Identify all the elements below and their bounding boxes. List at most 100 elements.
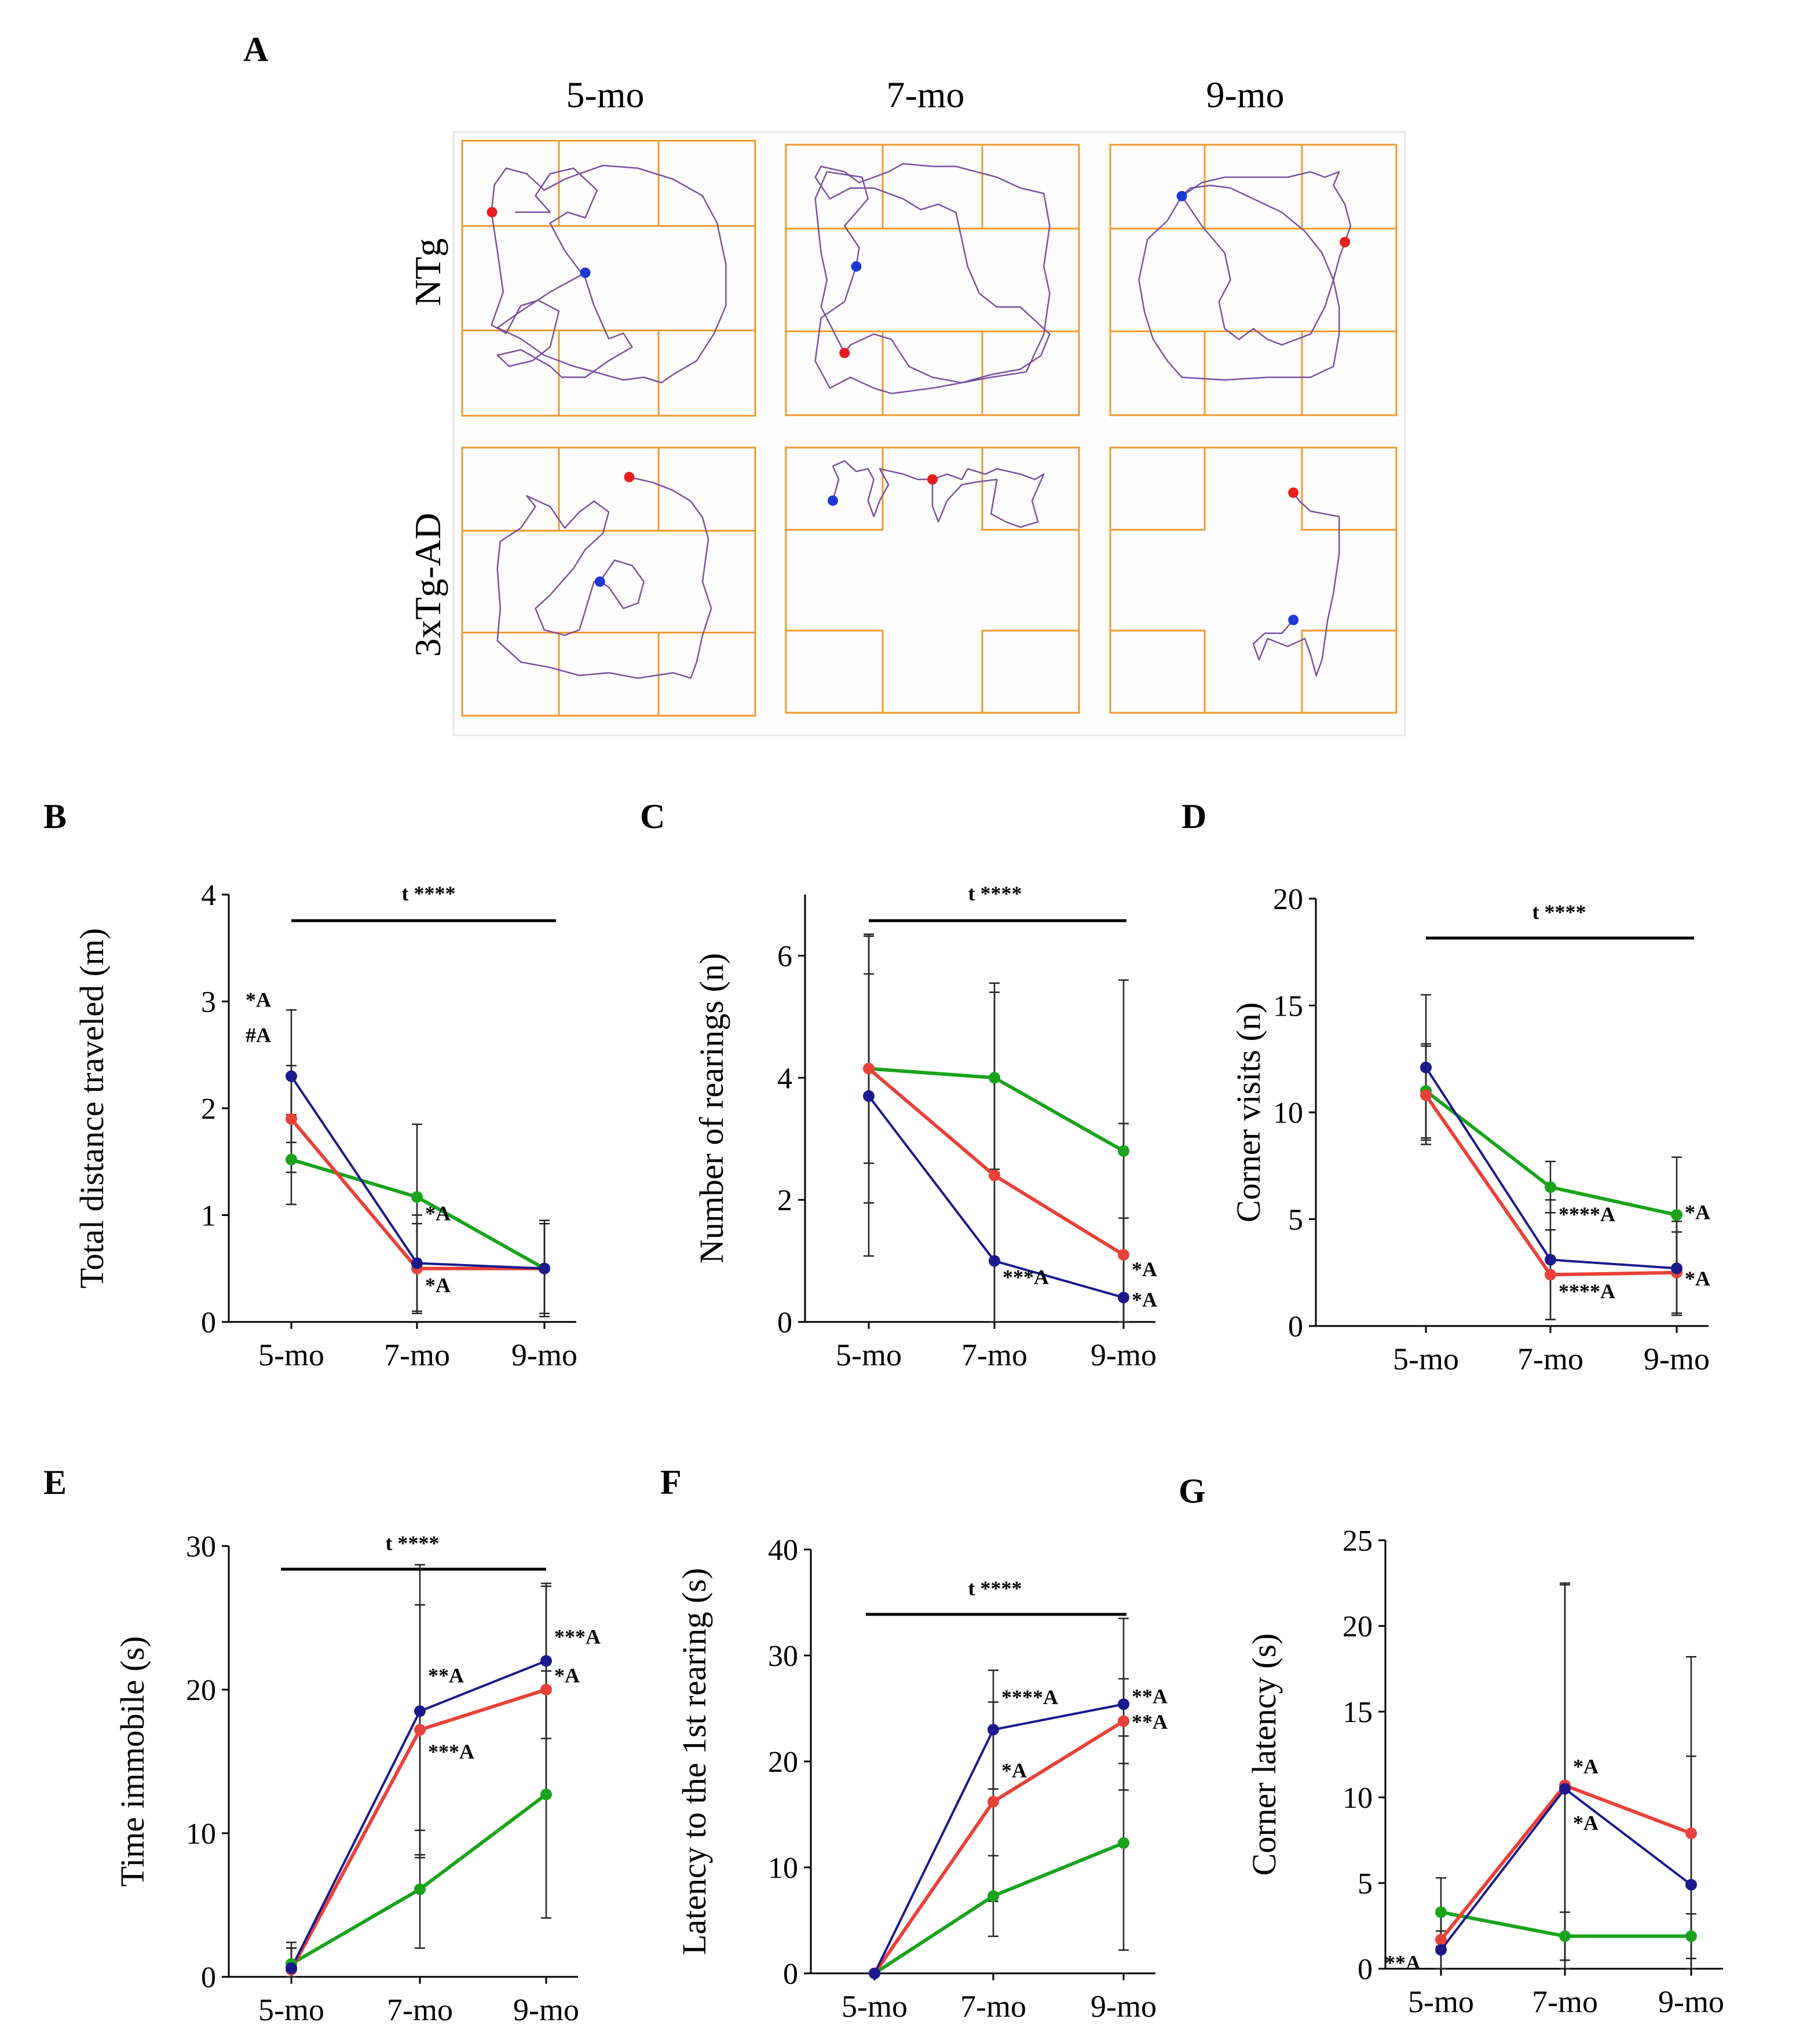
data-point-blue xyxy=(1118,1291,1129,1303)
data-point-green xyxy=(411,1191,423,1203)
data-point-red xyxy=(1545,1269,1556,1281)
significance-annotation: *A xyxy=(1685,1267,1710,1290)
y-tick-label: 15 xyxy=(1273,990,1303,1023)
movement-track xyxy=(1138,171,1352,381)
panel-letter: E xyxy=(43,1463,67,1501)
y-tick-label: 20 xyxy=(1273,883,1303,916)
y-tick-label: 0 xyxy=(1358,1953,1373,1986)
arena-border xyxy=(785,446,1080,714)
series-line-green xyxy=(290,1793,547,1966)
significance-annotation: *A xyxy=(425,1273,451,1296)
arena-corner-bl xyxy=(785,629,884,714)
movement-track xyxy=(1252,492,1340,677)
arena-corner-tl xyxy=(461,446,560,532)
data-point-green xyxy=(1671,1209,1682,1221)
x-tick-label: 7-mo xyxy=(1532,1984,1598,2019)
arena-corner-bl xyxy=(1109,629,1206,714)
data-point-blue xyxy=(863,1090,875,1102)
chart-panel-e: E 0 10 20 30 5-mo 7-mo 9-mo Time immobile (s) t *… xyxy=(43,1463,601,2027)
arena-corner-tl xyxy=(785,144,884,230)
data-point-red xyxy=(1118,1249,1129,1261)
arena-corner-tr xyxy=(981,144,1080,230)
x-tick-label: 9-mo xyxy=(511,1338,577,1372)
end-point-marker xyxy=(580,268,591,278)
data-point-blue xyxy=(1118,1698,1129,1710)
data-point-red xyxy=(863,1063,875,1075)
arena-corner-tl xyxy=(461,140,560,227)
y-tick-label: 6 xyxy=(777,940,792,973)
data-point-blue xyxy=(869,1968,880,1979)
x-tick-label: 5-mo xyxy=(1408,1984,1474,2019)
data-point-red xyxy=(987,1796,999,1808)
y-tick-label: 0 xyxy=(777,1306,792,1339)
arena-3xtg-5-mo xyxy=(461,446,756,717)
significance-annotation: *A xyxy=(1573,1755,1599,1778)
y-axis-label: Corner latency (s) xyxy=(1245,1633,1283,1876)
y-tick-label: 20 xyxy=(768,1746,798,1779)
data-point-green xyxy=(1118,1145,1129,1157)
x-tick-label: 7-mo xyxy=(387,1992,453,2027)
significance-annotation: ***A xyxy=(428,1740,474,1763)
y-tick-label: 30 xyxy=(768,1640,798,1673)
arena-corner-tr xyxy=(981,446,1080,531)
data-point-blue xyxy=(1420,1061,1432,1074)
movement-track xyxy=(832,460,1045,528)
x-tick-label: 7-mo xyxy=(1517,1342,1583,1376)
group-label-ntg: NTg xyxy=(407,238,448,306)
chart-panel-f: F 0 10 20 30 40 5-mo 7-mo 9-mo Latency to the 1st… xyxy=(660,1463,1168,2024)
x-tick-label: 5-mo xyxy=(258,1992,324,2027)
start-point-marker xyxy=(839,347,850,358)
panel-a-frame xyxy=(452,131,1406,737)
data-point-green xyxy=(1685,1930,1697,1942)
end-point-marker xyxy=(594,576,605,587)
start-point-marker xyxy=(927,474,938,485)
arena-ntg-9-mo xyxy=(1109,144,1398,416)
panel-letter: G xyxy=(1179,1472,1206,1510)
arena-corner-tr xyxy=(657,446,756,532)
arena-corner-br xyxy=(1301,330,1398,416)
y-tick-label: 20 xyxy=(186,1674,216,1707)
panel-letter: F xyxy=(660,1463,682,1501)
y-tick-label: 5 xyxy=(1288,1204,1303,1237)
data-point-green xyxy=(1118,1837,1129,1849)
data-point-blue xyxy=(539,1262,550,1274)
y-tick-label: 20 xyxy=(1343,1610,1373,1643)
series-line-green xyxy=(1425,1089,1677,1217)
data-point-blue xyxy=(1435,1944,1447,1956)
data-point-green xyxy=(414,1883,426,1895)
x-tick-label: 9-mo xyxy=(1644,1342,1710,1376)
y-tick-label: 0 xyxy=(201,1306,216,1339)
data-point-blue xyxy=(414,1705,426,1717)
x-tick-label: 7-mo xyxy=(961,1338,1027,1372)
data-point-green xyxy=(1559,1930,1571,1942)
data-point-red xyxy=(1118,1715,1129,1727)
y-tick-label: 0 xyxy=(783,1958,798,1991)
x-tick-label: 9-mo xyxy=(513,1992,579,2027)
data-point-green xyxy=(1435,1906,1447,1918)
data-point-green xyxy=(286,1153,297,1166)
y-tick-label: 4 xyxy=(201,879,216,912)
time-effect-label: t **** xyxy=(968,1577,1022,1600)
arena-border xyxy=(1109,144,1398,416)
arena-corner-bl xyxy=(461,329,560,417)
end-point-marker xyxy=(1176,191,1187,202)
significance-annotation: **A xyxy=(428,1664,464,1687)
significance-annotation: *A xyxy=(1685,1201,1710,1224)
arena-corner-tl xyxy=(1109,446,1206,531)
series-line-green xyxy=(873,1841,1125,1975)
x-tick-label: 5-mo xyxy=(842,1989,908,2024)
arena-corner-br xyxy=(1301,629,1398,714)
significance-annotation: *A xyxy=(246,988,271,1012)
group-label-3xtg: 3xTg-AD xyxy=(407,513,448,657)
x-tick-label: 9-mo xyxy=(1091,1338,1157,1372)
age-label-5mo: 5-mo xyxy=(566,74,644,115)
series-line-blue xyxy=(1440,1787,1692,1951)
chart-panel-c: C 0 2 4 6 5-mo 7-mo 9-mo Number of rearings (n) t… xyxy=(640,797,1157,1372)
x-tick-label: 9-mo xyxy=(1658,1984,1724,2019)
significance-annotation: *A xyxy=(1001,1759,1027,1782)
arena-corner-br xyxy=(981,629,1080,714)
y-tick-label: 5 xyxy=(1358,1867,1373,1900)
arena-border xyxy=(461,140,756,417)
arena-3xtg-7-mo xyxy=(785,446,1080,714)
panel-a-letter: A xyxy=(243,30,268,68)
